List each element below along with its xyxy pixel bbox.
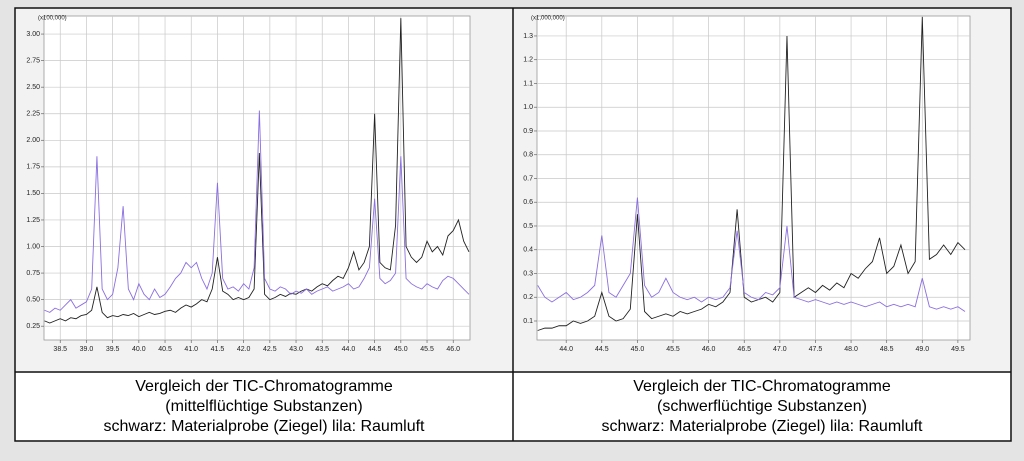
x-tick-label: 45.0	[631, 346, 645, 353]
series-line	[537, 16, 966, 331]
caption-line: Vergleich der TIC-Chromatogramme	[633, 378, 891, 395]
caption-box	[514, 373, 1010, 440]
x-tick-label: 43.0	[289, 346, 303, 353]
series-line	[537, 197, 966, 312]
y-tick-label: 2.50	[26, 84, 40, 91]
plot-area	[536, 15, 971, 341]
x-tick-label: 45.5	[420, 346, 434, 353]
y-tick-label: 1.00	[26, 243, 40, 250]
series-line	[44, 18, 470, 324]
caption-line: schwarz: Materialprobe (Ziegel) lila: Ra…	[104, 418, 426, 435]
x-tick-label: 42.5	[263, 346, 277, 353]
y-tick-label: 1.0	[523, 104, 533, 111]
x-tick-label: 48.5	[880, 346, 894, 353]
y-tick-label: 1.50	[26, 190, 40, 197]
caption-box	[16, 373, 512, 440]
x-tick-label: 44.5	[595, 346, 609, 353]
y-tick-label: 0.6	[523, 199, 533, 206]
x-tick-label: 46.0	[702, 346, 716, 353]
y-tick-label: 0.5	[523, 223, 533, 230]
y-tick-label: 0.8	[523, 152, 533, 159]
x-tick-label: 46.0	[446, 346, 460, 353]
y-tick-label: 0.7	[523, 175, 533, 182]
y-tick-label: 0.1	[523, 318, 533, 325]
x-tick-label: 39.0	[80, 346, 94, 353]
y-tick-label: 0.50	[26, 296, 40, 303]
x-tick-label: 44.5	[368, 346, 382, 353]
y-tick-label: 1.2	[523, 57, 533, 64]
x-tick-label: 42.0	[237, 346, 251, 353]
y-tick-label: 0.3	[523, 270, 533, 277]
y-tick-label: 2.00	[26, 137, 40, 144]
y-tick-label: 0.75	[26, 270, 40, 277]
x-tick-label: 47.0	[773, 346, 787, 353]
y-tick-label: 1.1	[523, 80, 533, 87]
x-tick-label: 45.5	[666, 346, 680, 353]
x-tick-label: 38.5	[53, 346, 67, 353]
y-tick-label: 1.3	[523, 33, 533, 40]
x-tick-label: 46.5	[737, 346, 751, 353]
x-tick-label: 49.0	[915, 346, 929, 353]
y-tick-label: 3.00	[26, 31, 40, 38]
x-tick-label: 40.0	[132, 346, 146, 353]
caption-line: Vergleich der TIC-Chromatogramme	[135, 378, 393, 395]
x-tick-label: 39.5	[106, 346, 120, 353]
x-tick-label: 43.5	[315, 346, 329, 353]
x-tick-label: 47.5	[809, 346, 823, 353]
x-tick-label: 48.0	[844, 346, 858, 353]
x-tick-label: 41.5	[211, 346, 225, 353]
y-tick-label: 1.75	[26, 164, 40, 171]
y-tick-label: 1.25	[26, 217, 40, 224]
caption-line: (schwerflüchtige Substanzen)	[657, 398, 867, 415]
y-tick-label: 2.25	[26, 111, 40, 118]
y-unit-label: (x100,000)	[38, 16, 67, 22]
y-unit-label: (x1,000,000)	[531, 16, 565, 22]
caption-line: schwarz: Materialprobe (Ziegel) lila: Ra…	[602, 418, 924, 435]
x-tick-label: 44.0	[559, 346, 573, 353]
y-tick-label: 2.75	[26, 57, 40, 64]
x-tick-label: 40.5	[158, 346, 172, 353]
x-tick-label: 49.5	[951, 346, 965, 353]
y-tick-label: 0.25	[26, 323, 40, 330]
series-line	[44, 110, 470, 313]
x-tick-label: 41.0	[184, 346, 198, 353]
caption-line: (mittelflüchtige Substanzen)	[165, 398, 362, 415]
x-tick-label: 44.0	[342, 346, 356, 353]
x-tick-label: 45.0	[394, 346, 408, 353]
y-tick-label: 0.9	[523, 128, 533, 135]
y-tick-label: 0.4	[523, 247, 533, 254]
y-tick-label: 0.2	[523, 294, 533, 301]
